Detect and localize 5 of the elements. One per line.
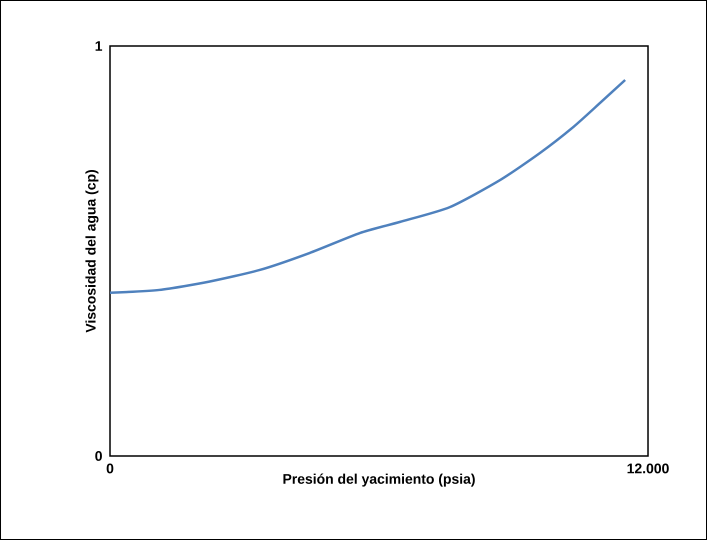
x-tick-label: 12.000 xyxy=(628,463,669,474)
x-axis-title: Presión del yacimiento (psia) xyxy=(283,474,475,487)
line-series xyxy=(108,78,626,294)
y-axis-title: Viscosidad del agua (cp) xyxy=(85,170,98,333)
y-tick-label: 1 xyxy=(96,41,102,51)
